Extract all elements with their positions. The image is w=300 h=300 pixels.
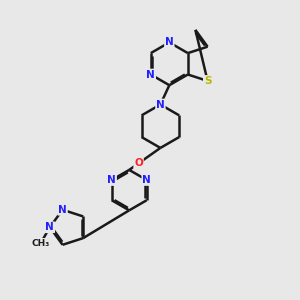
Text: N: N [46,222,54,232]
Text: N: N [142,175,151,185]
Text: N: N [165,38,174,47]
Text: N: N [156,100,165,110]
Text: O: O [134,158,143,168]
Text: N: N [107,175,116,185]
Text: CH₃: CH₃ [32,239,50,248]
Text: S: S [204,76,211,86]
Text: N: N [58,205,67,215]
Text: N: N [146,70,155,80]
